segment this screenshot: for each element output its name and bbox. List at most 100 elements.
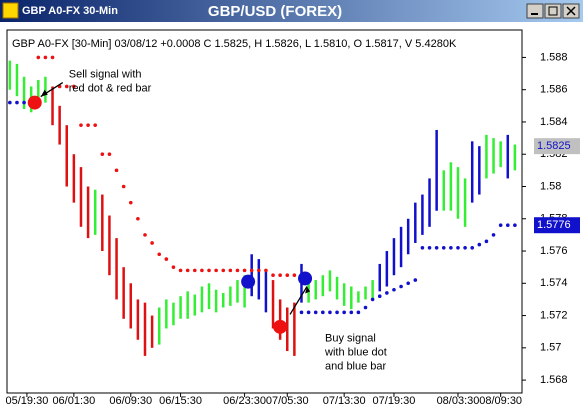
annotation-text: and blue bar	[325, 360, 386, 372]
stop-dot	[470, 246, 475, 250]
stop-dot	[100, 152, 105, 157]
x-tick-label: 08/09:30	[479, 395, 522, 406]
stop-dot	[484, 239, 489, 244]
stop-dot	[370, 297, 375, 302]
x-tick-label: 05/19:30	[6, 395, 49, 406]
stop-dot	[328, 310, 332, 315]
stop-dot	[363, 305, 368, 310]
price-label: 1.5825	[537, 140, 571, 152]
stop-dot	[463, 246, 467, 250]
stop-dot	[313, 310, 318, 315]
annotation-text: Buy signal	[325, 332, 376, 344]
stop-dot	[36, 55, 41, 60]
window-buttons[interactable]	[526, 3, 580, 19]
stop-dot	[306, 310, 311, 315]
stop-dot	[434, 246, 439, 250]
x-tick-label: 06/15:30	[159, 395, 202, 406]
annotation-text: with blue dot	[324, 346, 387, 358]
stop-dot	[427, 246, 432, 250]
stop-dot	[164, 257, 169, 261]
stop-dot	[477, 242, 482, 247]
y-tick-label: 1.572	[540, 309, 568, 321]
stop-dot	[321, 310, 325, 315]
stop-dot	[64, 84, 69, 89]
stop-dot	[157, 252, 162, 257]
x-tick-label: 07/13:30	[323, 395, 366, 406]
x-tick-label: 06/23:30	[223, 395, 266, 406]
annotation-arrowhead	[305, 286, 311, 294]
stop-dot	[150, 241, 154, 245]
stop-dot	[335, 310, 339, 315]
stop-dot	[136, 216, 140, 221]
stop-dot	[43, 55, 48, 60]
stop-dot	[505, 223, 510, 228]
stop-dot	[377, 294, 382, 299]
stop-dot	[257, 268, 261, 273]
stop-dot	[413, 278, 418, 282]
signal-dot	[298, 271, 313, 286]
annotation-text: red dot & red bar	[69, 83, 152, 95]
y-tick-label: 1.586	[540, 84, 568, 96]
stop-dot	[285, 273, 290, 278]
stop-dot	[114, 168, 119, 173]
stop-dot	[207, 268, 211, 273]
stop-dot	[278, 273, 282, 278]
x-tick-label: 06/09:30	[109, 395, 152, 406]
stop-dot	[228, 268, 233, 273]
maximize-glyph	[548, 6, 558, 16]
stop-dot	[185, 268, 190, 273]
stop-dot	[456, 246, 460, 250]
minimize-button[interactable]	[526, 3, 544, 19]
stop-dot	[50, 55, 55, 60]
annotation-text: Sell signal with	[69, 69, 142, 81]
stop-dot	[192, 268, 197, 273]
stop-dot	[342, 310, 346, 315]
stop-dot	[449, 246, 453, 250]
stop-dot	[143, 233, 147, 237]
stop-dot	[299, 310, 304, 315]
stop-dot	[420, 246, 425, 250]
stop-dot	[86, 123, 90, 127]
stop-dot	[72, 84, 76, 89]
stop-dot	[15, 100, 19, 105]
stop-dot	[498, 223, 503, 228]
maximize-button[interactable]	[544, 3, 562, 19]
y-tick-label: 1.574	[540, 277, 568, 289]
stop-dot	[491, 233, 496, 237]
stop-dot	[271, 273, 275, 278]
y-tick-label: 1.58	[540, 180, 561, 192]
stop-dot	[200, 268, 204, 273]
stop-dot	[242, 268, 247, 273]
chart-title: GBP/USD (FOREX)	[208, 3, 342, 20]
stop-dot	[121, 184, 126, 189]
signal-dot	[273, 319, 288, 334]
x-tick-label: 08/03:30	[437, 395, 480, 406]
y-tick-label: 1.576	[540, 245, 568, 257]
stop-dot	[441, 246, 446, 250]
y-tick-label: 1.584	[540, 116, 568, 128]
stop-dot	[349, 310, 354, 315]
stop-dot	[513, 223, 517, 228]
stop-dot	[93, 123, 98, 127]
annotation-arrow	[289, 286, 308, 315]
stop-dot	[399, 284, 403, 289]
stop-dot	[221, 268, 226, 273]
x-tick-label: 07/19:30	[373, 395, 416, 406]
stop-dot	[385, 291, 389, 295]
signal-dot	[241, 274, 256, 289]
x-tick-label: 06/01:30	[52, 395, 95, 406]
stop-dot	[171, 265, 176, 269]
y-tick-label: 1.568	[540, 374, 568, 386]
x-tick-label: 07/05:30	[266, 395, 309, 406]
stop-dot	[235, 268, 240, 273]
annotation-arrowhead	[40, 89, 48, 97]
stop-dot	[128, 200, 133, 205]
stop-dot	[292, 273, 297, 278]
price-label-box	[534, 217, 580, 234]
stop-dot	[214, 268, 218, 273]
stop-dot	[22, 100, 26, 105]
app-icon	[2, 2, 19, 19]
price-label: 1.5776	[537, 219, 571, 231]
